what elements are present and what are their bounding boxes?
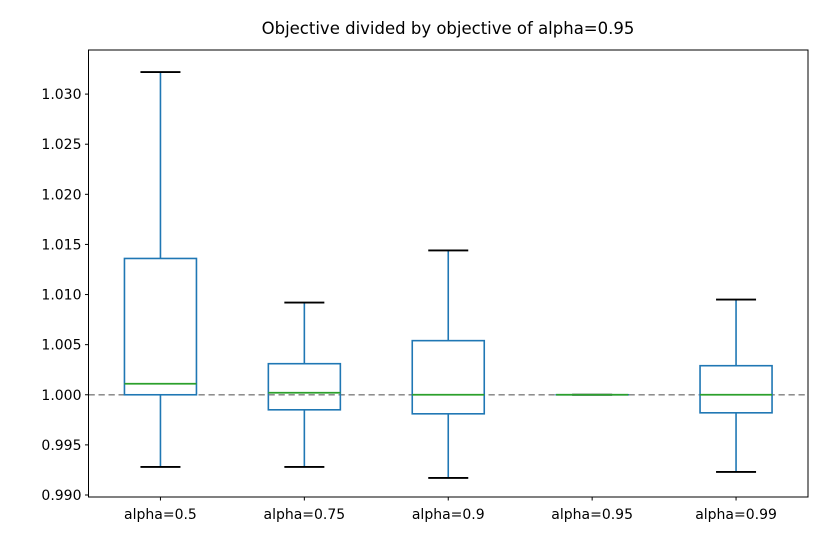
x-tick-label-alpha=0.99: alpha=0.99 (695, 507, 777, 523)
x-tick-label-alpha=0.95: alpha=0.95 (551, 507, 633, 523)
box-alpha=0.9 (411, 339, 486, 415)
y-tick-label: 1.010 (41, 288, 81, 304)
box-alpha=0.5 (123, 257, 198, 396)
y-tick-label: 1.015 (41, 237, 81, 253)
x-tick-label-alpha=0.5: alpha=0.5 (124, 507, 197, 523)
x-tick-label-alpha=0.9: alpha=0.9 (412, 507, 485, 523)
y-tick-label: 1.025 (41, 137, 81, 153)
box-alpha=0.99 (699, 364, 773, 414)
box-alpha=0.75 (267, 362, 342, 411)
chart-title: Objective divided by objective of alpha=… (262, 19, 635, 38)
x-tick-label-alpha=0.75: alpha=0.75 (263, 507, 345, 523)
plot-area: 0.990 0.995 1.000 1.005 1.010 1.015 1.020 1.025… (41, 49, 809, 523)
y-tick-label: 0.990 (41, 488, 81, 504)
y-tick-label: 1.000 (41, 388, 81, 404)
y-tick-label: 0.995 (41, 438, 81, 454)
y-tick-label: 1.030 (41, 87, 81, 103)
y-tick-label: 1.005 (41, 338, 81, 354)
axes-spines (88, 49, 809, 498)
y-tick-label: 1.020 (41, 187, 81, 203)
